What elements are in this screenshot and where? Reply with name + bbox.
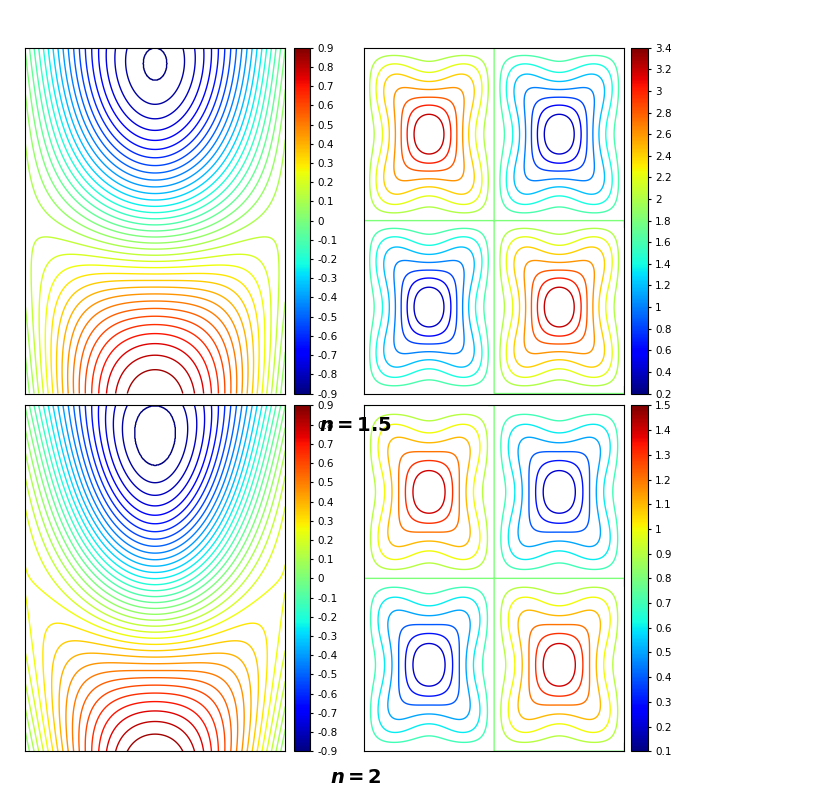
Text: $\boldsymbol{n = 2}$: $\boldsymbol{n = 2}$ bbox=[330, 768, 381, 787]
Text: $\boldsymbol{n = 1.5}$: $\boldsymbol{n = 1.5}$ bbox=[319, 416, 392, 435]
